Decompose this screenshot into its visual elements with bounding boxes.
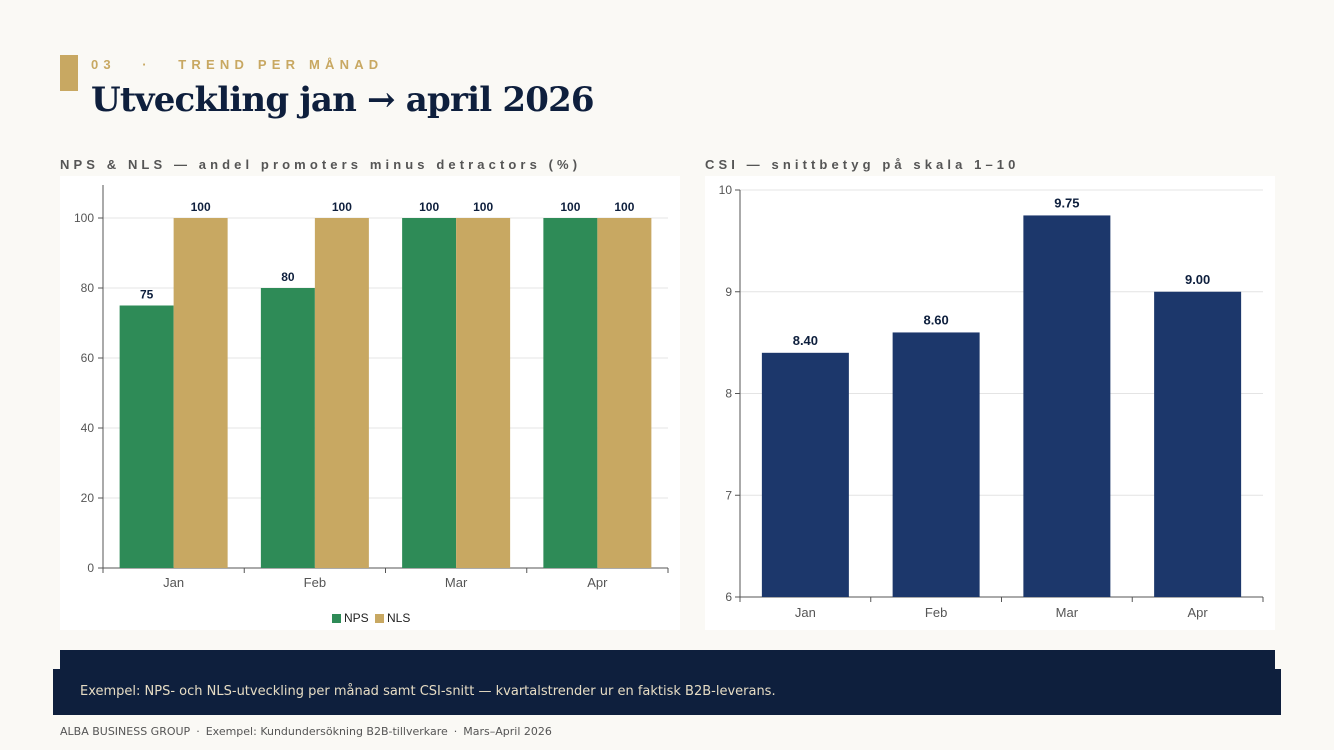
bar-csi [892, 332, 980, 597]
footer-project: Exempel: Kundundersökning B2B-tillverkar… [205, 725, 448, 738]
data-label: 9.75 [1054, 195, 1079, 210]
data-label: 100 [560, 200, 580, 214]
y-tick-label: 7 [725, 488, 732, 502]
bar-nps [402, 218, 457, 568]
page-title: Utveckling jan → april 2026 [91, 80, 595, 120]
data-label: 8.60 [923, 312, 948, 327]
x-tick-label: Mar [1056, 605, 1079, 620]
y-tick-label: 9 [725, 285, 732, 299]
y-tick-label: 8 [725, 387, 732, 401]
data-label: 80 [281, 270, 295, 284]
y-tick-label: 100 [74, 211, 94, 225]
bar-nls [456, 218, 511, 568]
y-tick-label: 6 [725, 590, 732, 604]
legend-label-nps: NPS [344, 611, 369, 625]
csi-chart: 6 7 8 9 10 8.40 Jan 8.60 Feb 9.75 Mar 9.00 Apr [705, 176, 1275, 630]
legend-label-nls: NLS [387, 611, 410, 625]
bar-nps [260, 288, 315, 568]
caption-band [60, 650, 1275, 670]
bar-nls [173, 218, 228, 568]
data-label: 100 [191, 200, 211, 214]
bar-nps [543, 218, 598, 568]
accent-bar [60, 55, 78, 91]
bar-nls [314, 218, 369, 568]
x-tick-label: Feb [925, 605, 947, 620]
footer-company: ALBA BUSINESS GROUP [60, 725, 191, 738]
legend-swatch-nps [332, 614, 341, 623]
x-tick-label: Jan [795, 605, 816, 620]
bar-csi [1154, 291, 1242, 597]
y-tick-label: 80 [81, 281, 95, 295]
data-label: 100 [614, 200, 634, 214]
csi-chart-svg: 6 7 8 9 10 8.40 Jan 8.60 Feb 9.75 Mar 9.00 Apr [719, 183, 1264, 620]
footer-period: Mars–April 2026 [463, 725, 552, 738]
x-tick-label: Jan [163, 575, 184, 590]
y-tick-label: 10 [719, 183, 733, 197]
data-label: 100 [332, 200, 352, 214]
csi-chart-heading: CSI — snittbetyg på skala 1–10 [705, 157, 1020, 172]
data-label: 8.40 [793, 333, 818, 348]
y-tick-label: 60 [81, 351, 95, 365]
nps-nls-chart: 0 20 40 60 80 100 75 100 Jan 80 100 Feb 100 100 Mar 100… [60, 176, 680, 630]
nps-chart-heading: NPS & NLS — andel promoters minus detrac… [60, 157, 582, 172]
x-tick-label: Apr [587, 575, 608, 590]
x-tick-label: Mar [445, 575, 468, 590]
x-tick-label: Feb [304, 575, 326, 590]
bar-nps [119, 305, 174, 568]
nps-nls-chart-svg: 0 20 40 60 80 100 75 100 Jan 80 100 Feb 100 100 Mar 100… [74, 185, 669, 625]
caption: Exempel: NPS- och NLS-utveckling per mån… [53, 669, 1281, 715]
y-tick-label: 20 [81, 491, 95, 505]
bar-csi [1023, 215, 1111, 597]
data-label: 100 [473, 200, 493, 214]
y-tick-label: 40 [81, 421, 95, 435]
data-label: 100 [419, 200, 439, 214]
data-label: 9.00 [1185, 272, 1210, 287]
bar-nls [597, 218, 652, 568]
bar-csi [761, 352, 849, 597]
y-tick-label: 0 [87, 561, 94, 575]
section-label: 03 · TREND PER MÅNAD [91, 57, 384, 72]
legend-swatch-nls [375, 614, 384, 623]
data-label: 75 [140, 288, 154, 302]
footer: ALBA BUSINESS GROUP · Exempel: Kundundersö… [60, 725, 552, 738]
x-tick-label: Apr [1188, 605, 1209, 620]
